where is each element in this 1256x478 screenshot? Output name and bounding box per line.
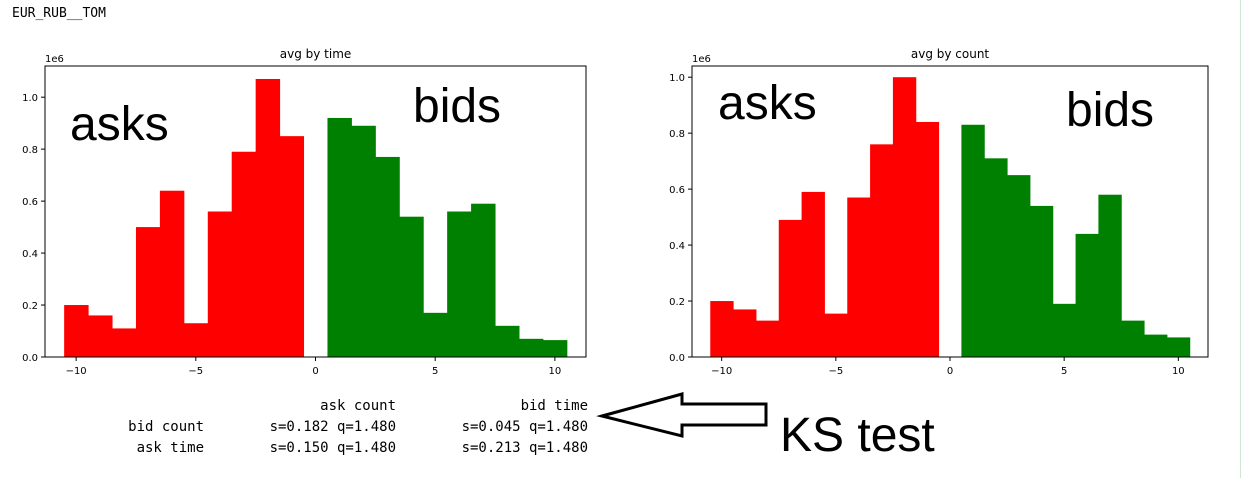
ks-row-header-bid-count: bid count xyxy=(128,419,204,435)
y-tick-label: 0.0 xyxy=(669,353,685,364)
ks-cell: s=0.045 q=1.480 xyxy=(461,419,588,435)
ask-bar xyxy=(183,323,209,357)
bid-bar xyxy=(961,124,985,357)
y-tick-label: 1.0 xyxy=(669,73,685,84)
ask-bar xyxy=(847,197,871,357)
ks-col-header-ask-count: ask count xyxy=(320,398,396,414)
ks-cell: s=0.213 q=1.480 xyxy=(461,440,588,456)
bid-bar xyxy=(471,203,496,357)
ask-bar xyxy=(207,211,233,357)
x-tick-label: −5 xyxy=(828,366,843,377)
bid-bar xyxy=(1144,334,1168,357)
x-tick-label: −10 xyxy=(711,366,732,377)
x-tick-label: 10 xyxy=(549,366,562,377)
y-offset-label: 1e6 xyxy=(45,54,64,65)
ask-bar xyxy=(892,77,917,357)
page-title: EUR_RUB__TOM xyxy=(12,6,106,21)
y-offset-label: 1e6 xyxy=(692,54,711,65)
bid-bar xyxy=(1052,303,1077,357)
y-tick-label: 0.2 xyxy=(669,297,685,308)
ask-bar xyxy=(279,136,305,357)
asks-annotation: asks xyxy=(70,98,169,151)
ask-bar xyxy=(870,144,894,357)
ks-row-header-ask-time: ask time xyxy=(136,440,204,456)
bid-bar xyxy=(495,325,520,357)
bids-annotation: bids xyxy=(413,80,501,133)
y-tick-label: 0.0 xyxy=(22,353,38,364)
bids-annotation: bids xyxy=(1066,84,1154,137)
y-tick-label: 0.8 xyxy=(22,145,38,156)
bid-bar xyxy=(984,158,1008,357)
x-tick-label: 0 xyxy=(947,366,953,377)
y-tick-label: 0.6 xyxy=(669,185,685,196)
ask-bar xyxy=(915,121,940,357)
x-tick-label: −5 xyxy=(188,366,203,377)
x-tick-label: 0 xyxy=(312,366,318,377)
asks-annotation: asks xyxy=(718,77,817,130)
ask-bar xyxy=(755,320,780,357)
bid-bar xyxy=(518,338,544,357)
bid-bar xyxy=(1075,233,1099,357)
ask-bar xyxy=(135,227,161,357)
bid-bar xyxy=(327,117,352,357)
y-tick-label: 0.4 xyxy=(22,249,38,260)
ask-bar xyxy=(824,313,848,357)
bid-bar xyxy=(542,340,568,357)
bid-bar xyxy=(1029,205,1054,357)
x-tick-label: 10 xyxy=(1172,366,1185,377)
ask-bar xyxy=(112,328,137,357)
y-tick-label: 0.4 xyxy=(669,241,685,252)
left-arrow-icon xyxy=(596,392,768,438)
bid-bar xyxy=(423,312,448,357)
bid-bar xyxy=(399,216,424,357)
cell-border xyxy=(1240,0,1241,478)
ks-test-caption: KS test xyxy=(780,409,935,462)
bid-bar xyxy=(1098,194,1122,357)
bid-bar xyxy=(351,125,376,357)
ask-bar xyxy=(733,309,757,357)
ask-bar xyxy=(88,315,113,357)
ask-bar xyxy=(159,190,185,357)
y-tick-label: 1.0 xyxy=(22,93,38,104)
ask-bar xyxy=(64,305,89,357)
chart-title: avg by count xyxy=(911,47,990,61)
bid-bar xyxy=(1121,320,1145,357)
x-tick-label: −10 xyxy=(66,366,87,377)
x-tick-label: 5 xyxy=(432,366,438,377)
ask-bar xyxy=(778,219,803,357)
x-tick-label: 5 xyxy=(1061,366,1067,377)
ask-bar xyxy=(255,78,281,357)
chart-title: avg by time xyxy=(280,47,352,61)
ks-cell: s=0.150 q=1.480 xyxy=(269,440,396,456)
bid-bar xyxy=(447,211,472,357)
ask-bar xyxy=(710,301,734,357)
y-tick-label: 0.6 xyxy=(22,197,38,208)
y-tick-label: 0.2 xyxy=(22,301,38,312)
ks-cell: s=0.182 q=1.480 xyxy=(269,419,396,435)
bid-bar xyxy=(1007,175,1031,357)
ks-col-header-bid-time: bid time xyxy=(520,398,588,414)
bid-bar xyxy=(375,156,400,357)
y-tick-label: 0.8 xyxy=(669,129,685,140)
bid-bar xyxy=(1166,337,1191,357)
ask-bar xyxy=(801,191,825,357)
ask-bar xyxy=(231,151,257,357)
